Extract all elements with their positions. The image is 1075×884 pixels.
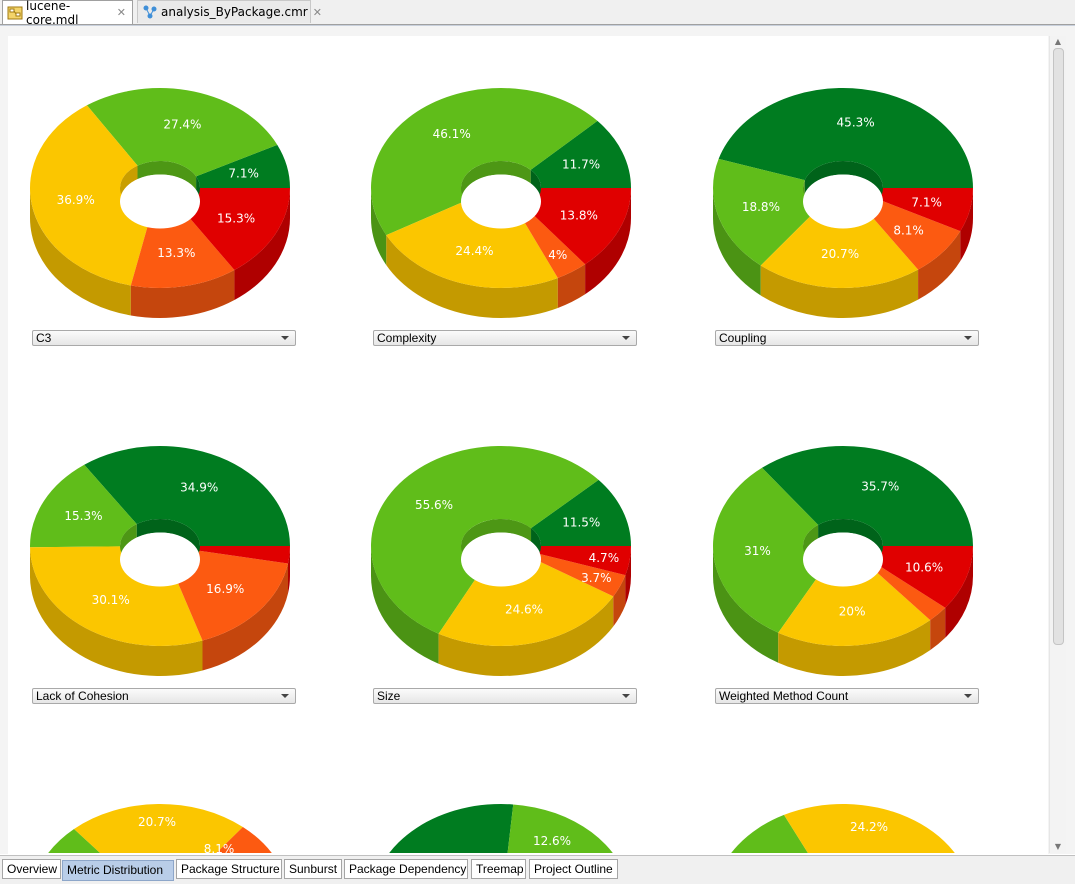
tab-package-structure[interactable]: Package Structure: [176, 859, 282, 879]
slice-label: 13.3%: [157, 246, 195, 260]
donut-chart-2: 45.3% 18.8% 20.7% 8.1% 7.1%: [713, 88, 973, 318]
metric-select-value: Lack of Cohesion: [36, 689, 129, 703]
donut-chart-partial-8: 24.2%: [715, 804, 973, 853]
donut-hole: [461, 175, 541, 229]
metric-select-coupling[interactable]: Coupling: [715, 330, 979, 346]
slice-label: 13.8%: [560, 209, 598, 223]
slice-label: 4.7%: [589, 551, 620, 565]
slice-label: 36.9%: [57, 193, 95, 207]
tab-metric-distribution[interactable]: Metric Distribution: [62, 860, 174, 881]
metric-select-complexity[interactable]: Complexity: [373, 330, 637, 346]
chevron-down-icon: [964, 336, 972, 340]
slice-label: 24.2%: [850, 820, 888, 834]
vertical-scrollbar[interactable]: ▲ ▼: [1049, 36, 1066, 853]
slice-label: 34.9%: [180, 480, 218, 494]
donut-hole: [120, 533, 200, 587]
slice-label: 8.1%: [204, 842, 235, 853]
slice-label: 35.7%: [861, 480, 899, 494]
metric-select-lack-of-cohesion[interactable]: Lack of Cohesion: [32, 688, 296, 704]
slice-label: 8.1%: [893, 224, 924, 238]
donut-chart-1: 11.7% 46.1% 24.4% 4% 13.8%: [371, 88, 631, 318]
slice-label: 27.4%: [163, 117, 201, 131]
donut-chart-partial-6: 20.7% 8.1%: [32, 804, 289, 853]
slice-label: 24.4%: [455, 244, 493, 258]
tab-project-outline[interactable]: Project Outline: [529, 859, 618, 879]
metric-select-value: C3: [36, 331, 51, 345]
slice-dark_green: [371, 804, 513, 853]
metric-select-c3[interactable]: C3: [32, 330, 296, 346]
slice-label: 7.1%: [228, 166, 259, 180]
metric-charts: 7.1% 27.4% 36.9% 13.3% 15.3% 11.7% 46.1% 24.4% 4…: [0, 0, 1048, 853]
slice-label: 55.6%: [415, 498, 453, 512]
slice-label: 3.7%: [581, 571, 612, 585]
donut-chart-5: 35.7% 31% 20% 10.6%: [713, 446, 973, 676]
donut-hole: [461, 533, 541, 587]
metric-select-value: Coupling: [719, 331, 766, 345]
slice-label: 31%: [744, 544, 771, 558]
metric-select-value: Weighted Method Count: [719, 689, 848, 703]
scroll-down-icon[interactable]: ▼: [1050, 841, 1066, 853]
scroll-up-icon[interactable]: ▲: [1050, 36, 1066, 48]
tab-package-dependency[interactable]: Package Dependency: [344, 859, 468, 879]
slice-label: 46.1%: [433, 127, 471, 141]
donut-chart-partial-7: 12.6%: [371, 804, 630, 853]
slice-label: 7.1%: [911, 196, 942, 210]
slice-label: 11.5%: [562, 516, 600, 530]
slice-label: 20.7%: [821, 247, 859, 261]
tab-sunburst[interactable]: Sunburst: [284, 859, 342, 879]
metric-select-value: Size: [377, 689, 400, 703]
view-tab-bar: Overview Metric Distribution Package Str…: [0, 855, 1075, 884]
slice-label: 45.3%: [837, 116, 875, 130]
slice-label: 16.9%: [206, 582, 244, 596]
chevron-down-icon: [281, 336, 289, 340]
slice-label: 12.6%: [533, 834, 571, 848]
slice-label: 18.8%: [742, 200, 780, 214]
slice-label: 15.3%: [217, 212, 255, 226]
slice-label: 20%: [839, 605, 866, 619]
tab-treemap[interactable]: Treemap: [471, 859, 526, 879]
donut-hole: [120, 175, 200, 229]
slice-label: 24.6%: [505, 603, 543, 617]
chevron-down-icon: [622, 694, 630, 698]
donut-chart-3: 34.9% 15.3% 30.1% 16.9%: [30, 446, 290, 676]
chevron-down-icon: [281, 694, 289, 698]
slice-label: 20.7%: [138, 815, 176, 829]
slice-label: 4%: [548, 248, 567, 262]
metric-select-weighted-method-count[interactable]: Weighted Method Count: [715, 688, 979, 704]
metric-select-size[interactable]: Size: [373, 688, 637, 704]
donut-chart-4: 11.5% 55.6% 24.6% 3.7% 4.7%: [371, 446, 631, 676]
metric-select-value: Complexity: [377, 331, 436, 345]
scrollbar-thumb[interactable]: [1053, 48, 1064, 645]
slice-label: 10.6%: [905, 561, 943, 575]
slice-label: 11.7%: [562, 157, 600, 171]
chevron-down-icon: [622, 336, 630, 340]
slice-label: 30.1%: [92, 593, 130, 607]
donut-chart-0: 7.1% 27.4% 36.9% 13.3% 15.3%: [30, 88, 290, 318]
donut-hole: [803, 533, 883, 587]
tab-overview[interactable]: Overview: [2, 859, 61, 879]
slice-label: 15.3%: [64, 509, 102, 523]
chevron-down-icon: [964, 694, 972, 698]
donut-hole: [803, 175, 883, 229]
